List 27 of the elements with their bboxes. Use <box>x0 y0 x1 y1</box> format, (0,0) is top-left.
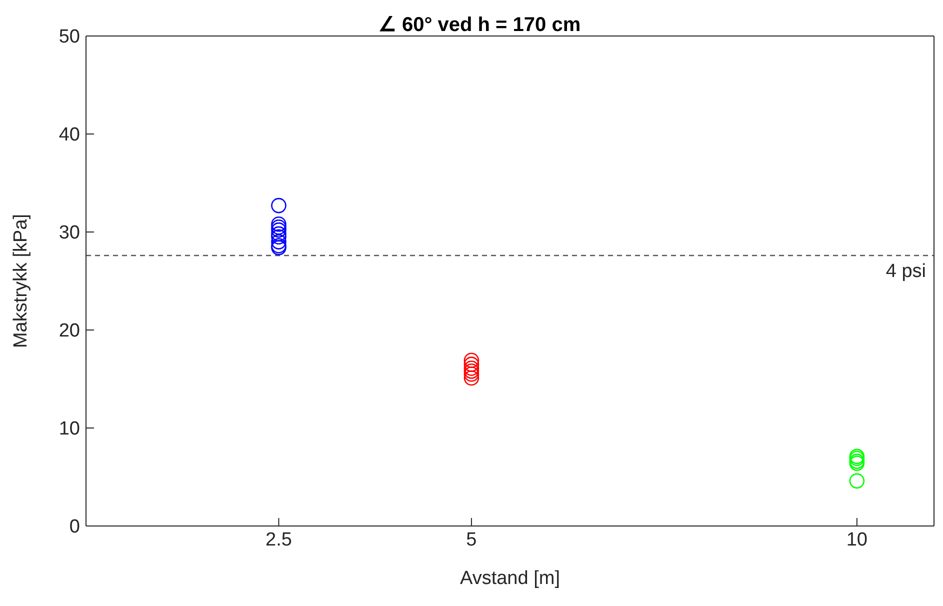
point <box>464 366 480 382</box>
point <box>464 370 480 386</box>
x-tick-label: 10 <box>846 529 868 550</box>
x-axis-title: Avstand [m] <box>460 568 560 589</box>
point <box>849 473 865 489</box>
y-axis-title: Makstrykk [kPa] <box>10 214 32 348</box>
x-tick-label: 5 <box>466 529 477 550</box>
y-tick-label: 20 <box>58 320 80 342</box>
y-tick-label: 10 <box>58 418 80 440</box>
point <box>464 364 480 379</box>
point <box>464 356 480 372</box>
y-tick-label: 30 <box>58 222 80 244</box>
point <box>271 229 286 245</box>
point <box>271 234 286 250</box>
x-tick-label: 2.5 <box>266 529 292 550</box>
ref-line-label: 4 psi <box>886 261 926 282</box>
point <box>271 219 286 235</box>
point <box>271 222 286 238</box>
point <box>464 360 480 376</box>
y-tick-label: 40 <box>58 124 80 146</box>
chart-title: ∠ 60° ved h = 170 cm <box>378 14 581 36</box>
point <box>271 198 286 214</box>
point <box>464 352 480 368</box>
point <box>271 216 286 232</box>
y-tick-label: 50 <box>58 26 80 48</box>
point <box>271 226 286 242</box>
y-tick-label: 0 <box>69 516 80 538</box>
